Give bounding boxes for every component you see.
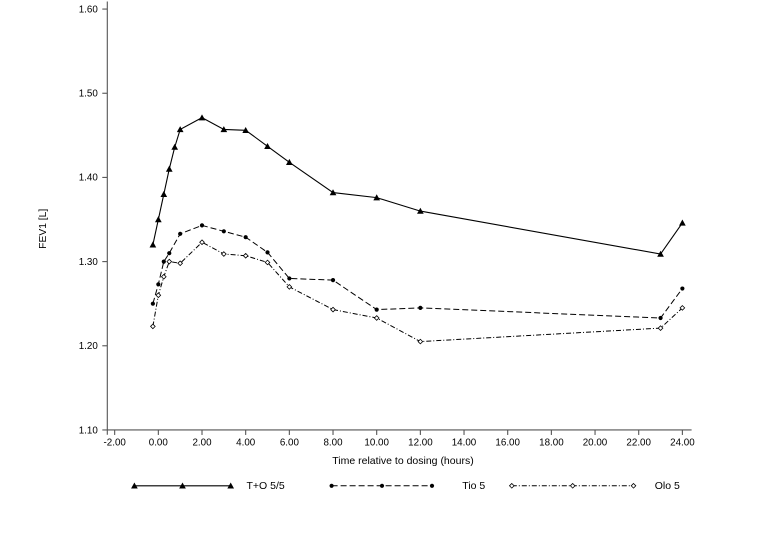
svg-text:2.00: 2.00 [192, 438, 212, 449]
svg-text:16.00: 16.00 [495, 438, 520, 449]
svg-text:1.60: 1.60 [79, 4, 99, 15]
svg-text:1.30: 1.30 [79, 257, 99, 268]
svg-text:FEV1 [L]: FEV1 [L] [38, 209, 49, 249]
svg-text:1.50: 1.50 [79, 89, 99, 100]
svg-text:8.00: 8.00 [323, 438, 343, 449]
svg-text:Tio 5: Tio 5 [462, 480, 485, 492]
svg-text:14.00: 14.00 [452, 438, 477, 449]
svg-text:12.00: 12.00 [408, 438, 433, 449]
svg-text:1.20: 1.20 [79, 341, 99, 352]
svg-text:10.00: 10.00 [364, 438, 389, 449]
svg-text:-2.00: -2.00 [104, 438, 127, 449]
svg-text:1.40: 1.40 [79, 173, 99, 184]
svg-text:6.00: 6.00 [280, 438, 300, 449]
svg-text:Olo 5: Olo 5 [655, 480, 680, 492]
svg-text:T+O 5/5: T+O 5/5 [247, 480, 285, 492]
svg-text:20.00: 20.00 [583, 438, 608, 449]
svg-text:0.00: 0.00 [149, 438, 169, 449]
svg-text:Time relative to dosing (hours: Time relative to dosing (hours) [332, 455, 473, 467]
svg-text:22.00: 22.00 [626, 438, 651, 449]
svg-text:4.00: 4.00 [236, 438, 256, 449]
svg-text:24.00: 24.00 [670, 438, 695, 449]
svg-text:1.10: 1.10 [79, 425, 99, 436]
svg-text:18.00: 18.00 [539, 438, 564, 449]
